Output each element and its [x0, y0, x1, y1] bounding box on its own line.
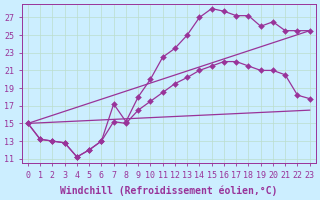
X-axis label: Windchill (Refroidissement éolien,°C): Windchill (Refroidissement éolien,°C)	[60, 185, 277, 196]
